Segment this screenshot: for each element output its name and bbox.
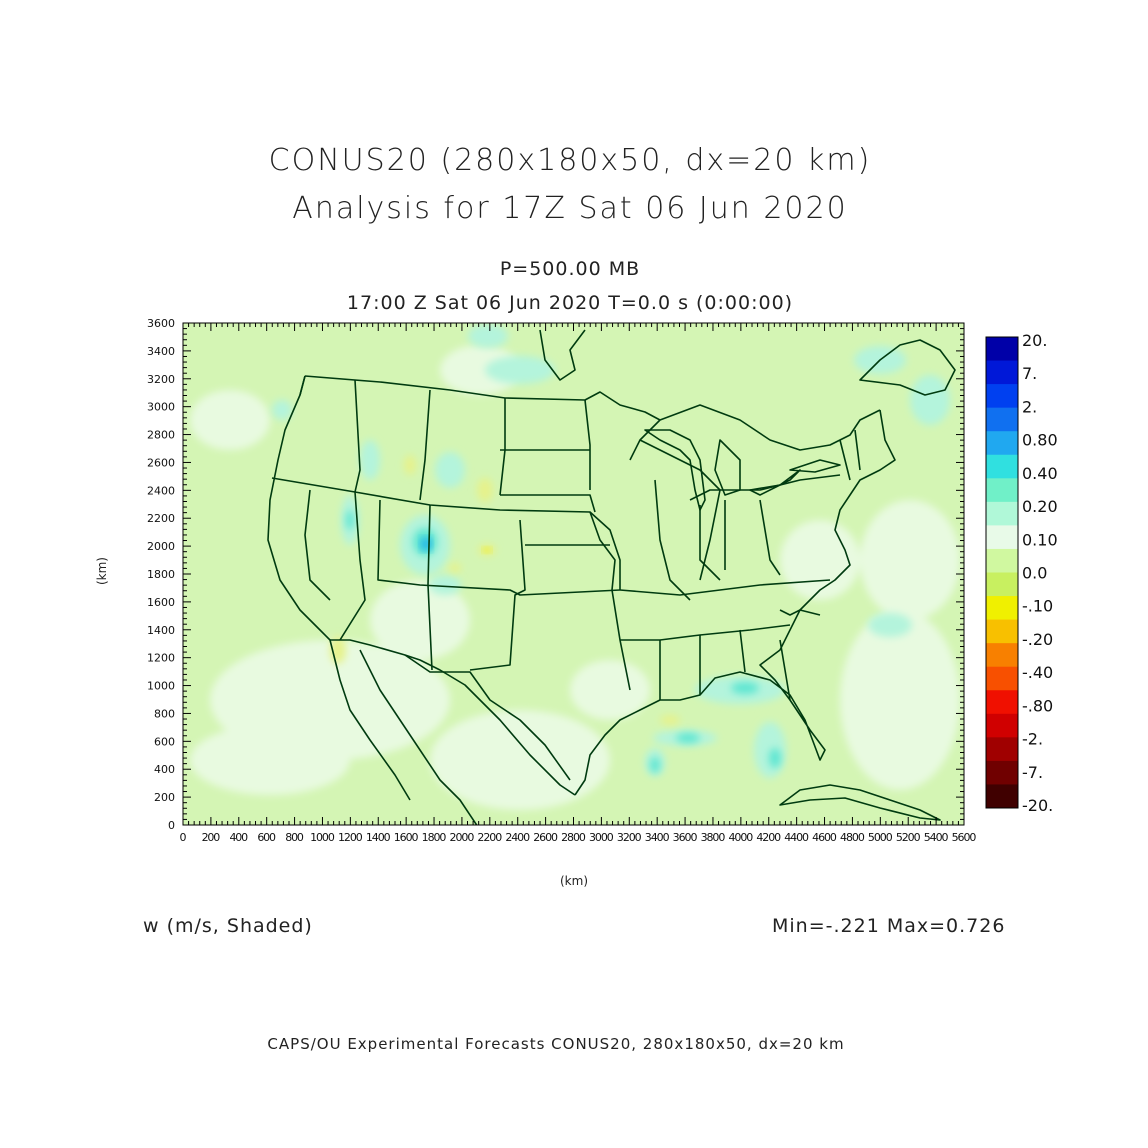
colorbar-swatch: [986, 360, 1018, 385]
x-tick-label: 3600: [673, 831, 698, 844]
colorbar-swatch: [986, 337, 1018, 362]
y-tick-label: 1200: [147, 652, 175, 665]
colorbar-swatch: [986, 548, 1018, 573]
x-tick-label: 600: [257, 831, 276, 844]
x-tick-label: 4600: [812, 831, 837, 844]
x-tick-label: 3800: [701, 831, 726, 844]
x-tick-label: 5400: [924, 831, 949, 844]
colorbar-swatch: [986, 666, 1018, 691]
y-tick-label: 1400: [147, 624, 175, 637]
x-axis: 0 200 400 600 800 1000 1200 1400 1600 1800 2000 220…: [180, 323, 977, 844]
colorbar-label: -.80: [1022, 696, 1053, 715]
y-tick-label: 1000: [147, 680, 175, 693]
x-tick-label: 3200: [617, 831, 642, 844]
x-tick-label: 4400: [784, 831, 809, 844]
x-tick-label: 4000: [728, 831, 753, 844]
y-tick-label: 600: [154, 735, 175, 748]
colorbar-label: 0.80: [1022, 431, 1058, 450]
y-tick-label: 2000: [147, 540, 175, 553]
x-tick-label: 3000: [589, 831, 614, 844]
map-boundaries: [267, 329, 956, 825]
x-tick-label: 2400: [505, 831, 530, 844]
x-tick-label: 5600: [952, 831, 977, 844]
colorbar-label: 7.: [1022, 364, 1037, 383]
colorbar-label: 0.0: [1022, 564, 1047, 583]
y-tick-label: 200: [154, 791, 175, 804]
colorbar-label: 20.: [1022, 331, 1047, 350]
colorbar-label: -2.: [1022, 730, 1043, 749]
colorbar-swatch: [986, 737, 1018, 762]
x-axis-unit: (km): [560, 874, 589, 888]
y-tick-label: 3200: [147, 373, 175, 386]
shading-layer: [190, 324, 960, 810]
y-tick-label: 3000: [147, 401, 175, 414]
y-tick-label: 2800: [147, 429, 175, 442]
x-tick-label: 5200: [896, 831, 921, 844]
colorbar-swatch: [986, 478, 1018, 503]
y-tick-label: 2400: [147, 484, 175, 497]
colorbar-swatch: [986, 525, 1018, 550]
x-tick-label: 3400: [645, 831, 670, 844]
x-tick-label: 200: [202, 831, 221, 844]
colorbar-swatch: [986, 619, 1018, 644]
x-tick-label: 4200: [756, 831, 781, 844]
y-tick-label: 2200: [147, 512, 175, 525]
colorbar-swatch: [986, 454, 1018, 479]
colorbar-swatch: [986, 431, 1018, 456]
x-tick-label: 2600: [533, 831, 558, 844]
colorbar-label: -7.: [1022, 763, 1043, 782]
y-tick-label: 1600: [147, 596, 175, 609]
x-tick-label: 2000: [450, 831, 475, 844]
title-analysis-time: Analysis for 17Z Sat 06 Jun 2020: [292, 191, 848, 226]
colorbar-swatch: [986, 501, 1018, 526]
colorbar-swatch: [986, 760, 1018, 785]
x-tick-label: 5000: [868, 831, 893, 844]
y-tick-label: 0: [168, 819, 175, 832]
min-max-label: Min=-.221 Max=0.726: [772, 915, 1006, 937]
pressure-level: P=500.00 MB: [499, 258, 641, 280]
x-tick-label: 0: [180, 831, 187, 844]
colorbar-label: 0.10: [1022, 530, 1058, 549]
x-tick-label: 1200: [338, 831, 363, 844]
x-tick-label: 2200: [477, 831, 502, 844]
x-tick-label: 1400: [366, 831, 391, 844]
footer-credit: CAPS/OU Experimental Forecasts CONUS20, …: [267, 1035, 845, 1053]
y-tick-label: 1800: [147, 568, 175, 581]
colorbar-swatch: [986, 690, 1018, 715]
field-label: w (m/s, Shaded): [143, 915, 313, 937]
colorbar-label: 0.20: [1022, 497, 1058, 516]
x-tick-label: 4800: [840, 831, 865, 844]
x-tick-label: 800: [285, 831, 304, 844]
colorbar-label: -.10: [1022, 597, 1053, 616]
x-tick-label: 1600: [394, 831, 419, 844]
x-tick-label: 400: [229, 831, 248, 844]
colorbar-swatch: [986, 384, 1018, 409]
colorbar-frame: [985, 336, 1019, 809]
y-tick-label: 2600: [147, 456, 175, 469]
valid-time: 17:00 Z Sat 06 Jun 2020 T=0.0 s (0:00:00…: [346, 292, 794, 314]
x-tick-label: 2800: [561, 831, 586, 844]
y-tick-label: 400: [154, 763, 175, 776]
colorbar-swatch: [986, 784, 1018, 809]
colorbar-swatch: [986, 643, 1018, 668]
colorbar-swatch: [986, 407, 1018, 432]
colorbar-label: -.40: [1022, 663, 1053, 682]
y-axis: 0 200 400 600 800 1000 1200 1400 1600 1800 2000 220…: [147, 317, 964, 832]
y-axis-unit: (km): [95, 556, 110, 586]
y-tick-label: 800: [154, 707, 175, 720]
y-tick-label: 3400: [147, 345, 175, 358]
colorbar-label: 2.: [1022, 397, 1037, 416]
colorbar-swatch: [986, 713, 1018, 738]
colorbar-label: -.20: [1022, 630, 1053, 649]
colorbar-label: -20.: [1022, 796, 1053, 815]
colorbar-swatch: [986, 596, 1018, 621]
colorbar-label: 0.40: [1022, 464, 1058, 483]
x-tick-label: 1800: [422, 831, 447, 844]
colorbar: 20. 7. 2. 0.80 0.40 0.20 0.10 0.0 -.10 -.20 -.40 -.…: [985, 331, 1058, 815]
x-tick-label: 1000: [310, 831, 335, 844]
colorbar-swatch: [986, 572, 1018, 597]
y-tick-label: 3600: [147, 317, 175, 330]
title-domain: CONUS20 (280x180x50, dx=20 km): [268, 143, 872, 178]
